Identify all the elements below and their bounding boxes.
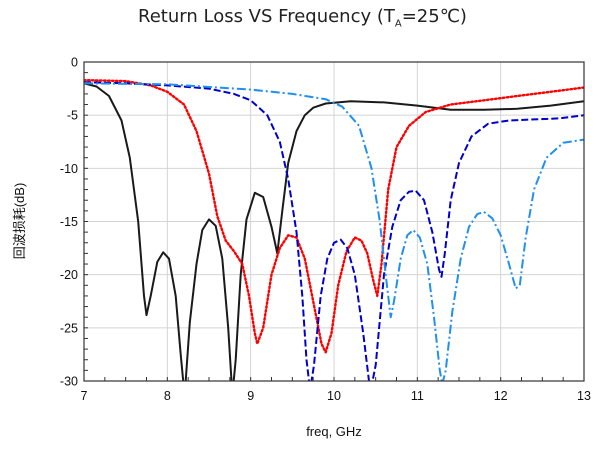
y-tick-label: -20	[60, 268, 78, 282]
x-tick-label: 8	[164, 389, 171, 403]
x-tick-label: 12	[494, 389, 508, 403]
x-tick-label: 7	[81, 389, 88, 403]
x-axis-label: freq, GHz	[306, 424, 362, 439]
x-tick-label: 11	[411, 389, 424, 403]
x-tick-label: 10	[327, 389, 341, 403]
y-tick-label: -10	[60, 162, 78, 176]
y-axis-label: 回波损耗(dB)	[12, 183, 27, 260]
y-tick-label: 0	[71, 56, 78, 70]
y-tick-labels: 0 -5 -10 -15 -20 -25 -30	[60, 56, 78, 389]
y-tick-label: -30	[60, 375, 78, 389]
y-tick-label: -15	[60, 215, 78, 229]
y-tick-label: -25	[60, 321, 78, 335]
x-tick-label: 13	[577, 389, 591, 403]
grid-lines	[84, 62, 584, 381]
y-tick-label: -5	[67, 109, 78, 123]
series-line-3	[84, 81, 584, 381]
x-tick-labels: 7 8 9 10 11 12 13	[81, 389, 591, 403]
chart-title: Return Loss VS Frequency (TA=25℃)	[138, 6, 467, 30]
series-line-2	[84, 78, 584, 354]
x-tick-label: 9	[247, 389, 254, 403]
plot-frame	[83, 61, 585, 382]
series-group	[84, 78, 584, 381]
series-line-4	[84, 82, 584, 381]
